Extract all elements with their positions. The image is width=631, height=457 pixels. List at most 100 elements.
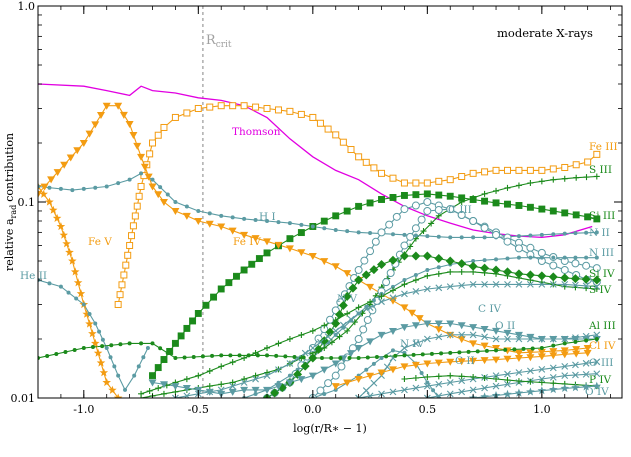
x-tick-label: 0.0 xyxy=(304,403,322,416)
point-fe-v xyxy=(56,222,66,231)
point-fe-iv xyxy=(96,112,105,120)
point-o-ii xyxy=(469,331,477,339)
point-al-iii xyxy=(521,346,526,351)
point-n-v xyxy=(301,349,309,357)
point-fe-iv xyxy=(297,249,306,257)
point-he-ii xyxy=(108,355,113,360)
point-fe-iii xyxy=(297,110,305,118)
point-fe-iii xyxy=(355,153,363,161)
point-o-iii xyxy=(549,373,557,381)
point-si-iii xyxy=(412,191,420,199)
point-si-iii xyxy=(538,205,546,213)
point-al-iii xyxy=(118,342,123,347)
point-s-iv xyxy=(286,335,293,342)
point-si-iii xyxy=(526,203,534,211)
point-c-iv xyxy=(331,360,340,368)
point-si-iii xyxy=(189,317,197,325)
point-p-iv xyxy=(504,377,511,384)
point-al-iii xyxy=(466,349,471,354)
point-n-ii xyxy=(400,205,409,214)
point-fe-iv xyxy=(408,309,417,317)
point-he-ii xyxy=(81,302,86,307)
point-cl-iv xyxy=(457,358,466,366)
point-s-iv xyxy=(138,390,145,397)
point-s-iv xyxy=(298,331,305,338)
point-he-ii xyxy=(136,364,141,369)
point-cl-iv xyxy=(537,353,546,361)
point-n-iv xyxy=(390,348,395,353)
point-o-iii xyxy=(593,370,601,378)
point-cl-iv xyxy=(572,350,581,358)
point-n-v xyxy=(339,321,347,329)
point-si-iv xyxy=(388,255,398,265)
point-c-ii xyxy=(515,369,523,376)
label-n-iv: N IV xyxy=(400,338,425,350)
point-fe-iii xyxy=(481,168,489,176)
point-fe-iii xyxy=(412,179,420,187)
point-he-ii xyxy=(47,281,52,286)
point-al-iii xyxy=(81,345,86,350)
point-n-iv xyxy=(419,370,424,375)
point-n-iii xyxy=(364,304,369,309)
point-n-v xyxy=(309,344,317,352)
point-al-iii xyxy=(512,347,517,352)
point-si-iv xyxy=(434,254,444,264)
point-s-iii xyxy=(420,228,427,235)
point-he-i xyxy=(482,235,487,240)
point-p-iv xyxy=(412,374,419,381)
point-c-iii xyxy=(354,334,363,343)
point-fe-iii xyxy=(171,113,179,121)
point-si-iv xyxy=(491,265,501,275)
point-c-ii xyxy=(538,365,546,373)
x-tick-label: -1.0 xyxy=(73,403,94,416)
point-o-ii xyxy=(446,331,454,339)
point-he-ii xyxy=(132,373,137,378)
point-fe-iii xyxy=(538,166,546,174)
point-s-iv xyxy=(218,363,225,370)
point-fe-iv xyxy=(217,223,226,231)
point-si-iii xyxy=(217,285,225,293)
point-c-ii xyxy=(435,380,443,388)
point-s-iv xyxy=(344,310,351,317)
point-fe-v xyxy=(52,213,62,222)
point-he-i xyxy=(150,177,155,182)
point-s-iv xyxy=(481,269,488,276)
point-he-i xyxy=(242,216,247,221)
point-al-iii xyxy=(173,355,178,360)
point-al-iii xyxy=(429,351,434,356)
point-c-iv xyxy=(320,366,329,374)
point-al-iii xyxy=(301,355,306,360)
point-o-iv xyxy=(581,382,591,391)
point-si-iv xyxy=(369,265,379,275)
point-n-iv xyxy=(371,361,376,366)
point-si-iii xyxy=(255,255,263,263)
point-p-iv xyxy=(470,373,477,380)
point-s-iii xyxy=(504,184,511,191)
point-si-iii xyxy=(160,356,168,363)
point-si-iv xyxy=(348,283,358,293)
point-c-iv xyxy=(285,379,294,387)
point-cl-iv xyxy=(354,376,363,384)
point-s-iii xyxy=(593,173,600,180)
point-o-iii xyxy=(423,394,431,398)
point-si-iii xyxy=(248,260,256,268)
point-si-iii xyxy=(177,332,185,340)
y-tick-label: 0.01 xyxy=(11,392,36,405)
point-fe-v xyxy=(68,256,77,265)
point-s-iv xyxy=(458,268,465,275)
point-fe-iv xyxy=(263,238,272,246)
marker-layer xyxy=(38,102,602,398)
point-o-ii xyxy=(582,332,590,340)
point-o-iv xyxy=(571,383,580,392)
point-c-iv xyxy=(411,322,420,330)
x-tick-label: 1.0 xyxy=(533,403,551,416)
point-fe-iv xyxy=(240,231,249,239)
point-n-v xyxy=(469,280,477,288)
point-s-iv xyxy=(493,270,500,277)
point-s-iv xyxy=(504,272,511,279)
point-n-ii xyxy=(354,265,363,274)
point-n-iii xyxy=(413,272,418,277)
point-c-iii xyxy=(382,278,391,287)
point-si-iii xyxy=(378,196,385,203)
point-n-v xyxy=(355,310,363,317)
